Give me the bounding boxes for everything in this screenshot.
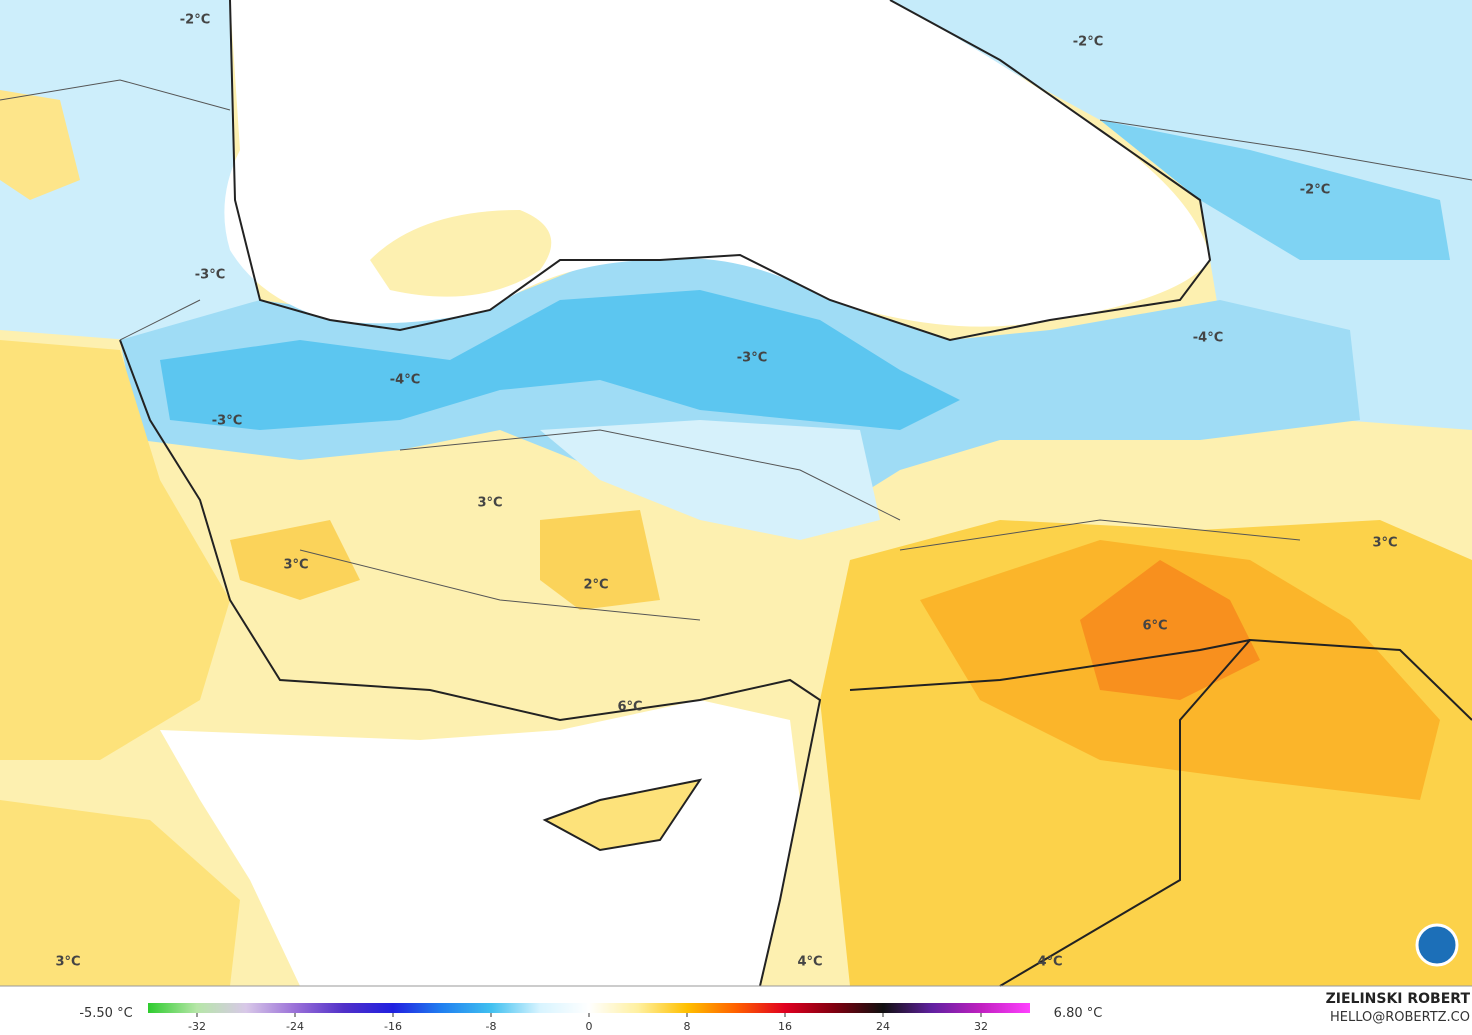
warm-patch bbox=[540, 510, 660, 610]
contour-label: 4°C bbox=[1037, 955, 1062, 970]
warm-patch bbox=[0, 90, 80, 200]
cyprus bbox=[542, 778, 703, 852]
aegean-anomaly bbox=[0, 340, 230, 760]
central-anomaly bbox=[540, 420, 880, 540]
contour-label: 3°C bbox=[55, 955, 80, 970]
colorbar-tick-label: -16 bbox=[384, 1020, 402, 1033]
credit-email: HELLO@ROBERTZ.CO bbox=[1330, 1010, 1470, 1025]
black-sea-coast bbox=[229, 0, 1212, 342]
colorbar bbox=[148, 1003, 1030, 1013]
contour-label: -4°C bbox=[390, 373, 420, 388]
colorbar-tick-label: -8 bbox=[486, 1020, 497, 1033]
colorbar-tick-label: -24 bbox=[286, 1020, 304, 1033]
contour-label: -4°C bbox=[1193, 331, 1223, 346]
colorbar-tick-label: 24 bbox=[876, 1020, 890, 1033]
colorbar-min: -5.50 °C bbox=[79, 1006, 132, 1021]
colorbar-tick-label: 0 bbox=[586, 1020, 593, 1033]
colorbar-tick-label: 32 bbox=[974, 1020, 988, 1033]
colorbar-tick-label: 8 bbox=[684, 1020, 691, 1033]
contour-label: 3°C bbox=[283, 558, 308, 573]
warm-patch bbox=[230, 520, 360, 600]
border bbox=[849, 638, 1472, 987]
mediterranean bbox=[160, 700, 800, 986]
contour-label: -2°C bbox=[1073, 35, 1103, 50]
contour-label: -2°C bbox=[180, 13, 210, 28]
contour-label: 4°C bbox=[797, 955, 822, 970]
coastline bbox=[119, 339, 822, 987]
warm-patch bbox=[0, 800, 240, 986]
admin-border bbox=[0, 79, 1472, 621]
balkans-anomaly bbox=[0, 0, 260, 340]
noaa-logo bbox=[1415, 923, 1459, 967]
contour-label: -3°C bbox=[195, 268, 225, 283]
cold-band bbox=[1100, 120, 1450, 260]
cold-core bbox=[160, 290, 960, 430]
contour-label: 6°C bbox=[617, 700, 642, 715]
caucasus-anomaly bbox=[880, 0, 1472, 430]
contour-label: 6°C bbox=[1142, 619, 1167, 634]
contour-label: -2°C bbox=[1300, 183, 1330, 198]
warm-patch bbox=[370, 210, 552, 297]
credit-author: ZIELINSKI ROBERT bbox=[1326, 991, 1471, 1007]
contour-label: 3°C bbox=[477, 496, 502, 511]
colorbar-tick-label: 16 bbox=[778, 1020, 792, 1033]
contour-label: 2°C bbox=[583, 578, 608, 593]
colorbar-tick-label: -32 bbox=[188, 1020, 206, 1033]
colorbar-max: 6.80 °C bbox=[1054, 1006, 1103, 1021]
contour-label: 3°C bbox=[1372, 536, 1397, 551]
warm-core bbox=[1080, 560, 1260, 700]
contour-label: -3°C bbox=[737, 351, 767, 366]
contour-label: -3°C bbox=[212, 414, 242, 429]
